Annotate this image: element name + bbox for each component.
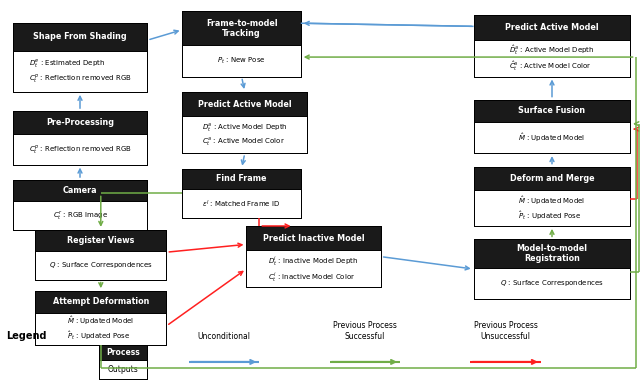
Text: $\epsilon^l$ : Matched Frame ID: $\epsilon^l$ : Matched Frame ID <box>202 198 281 210</box>
Text: Legend: Legend <box>6 331 47 341</box>
FancyBboxPatch shape <box>182 92 307 116</box>
Text: Surface Fusion: Surface Fusion <box>518 106 586 115</box>
FancyBboxPatch shape <box>99 345 147 360</box>
Text: $D_t^e$ : Estimated Depth
$C_t^p$ : Reflection removed RGB: $D_t^e$ : Estimated Depth $C_t^p$ : Refl… <box>29 57 131 85</box>
Text: Process: Process <box>106 348 140 357</box>
Text: Previous Process
Successful: Previous Process Successful <box>333 321 397 341</box>
FancyBboxPatch shape <box>474 100 630 122</box>
Text: $D_t^i$ : Inactive Model Depth
$C_t^i$ : Inactive Model Color: $D_t^i$ : Inactive Model Depth $C_t^i$ :… <box>268 254 359 284</box>
FancyBboxPatch shape <box>474 239 630 268</box>
Text: Camera: Camera <box>63 186 97 195</box>
Text: Unconditional: Unconditional <box>198 332 250 341</box>
Text: Find Frame: Find Frame <box>216 175 267 183</box>
FancyBboxPatch shape <box>35 291 166 313</box>
FancyBboxPatch shape <box>35 230 166 251</box>
FancyBboxPatch shape <box>182 190 301 218</box>
Text: $\hat{D}_t^a$ : Active Model Depth
$\hat{C}_t^a$ : Active Model Color: $\hat{D}_t^a$ : Active Model Depth $\hat… <box>509 43 595 73</box>
FancyBboxPatch shape <box>13 180 147 201</box>
Text: $Q$ : Surface Correspondences: $Q$ : Surface Correspondences <box>49 260 153 270</box>
Text: Predict Active Model: Predict Active Model <box>505 23 599 32</box>
FancyBboxPatch shape <box>246 250 381 287</box>
FancyBboxPatch shape <box>474 190 630 226</box>
FancyBboxPatch shape <box>474 268 630 299</box>
FancyBboxPatch shape <box>13 111 147 134</box>
Text: $\hat{M}$ : Updated Model
$\hat{P}_t$ : Updated Pose: $\hat{M}$ : Updated Model $\hat{P}_t$ : … <box>67 315 134 342</box>
Text: $D_t^a$ : Active Model Depth
$C_t^a$ : Active Model Color: $D_t^a$ : Active Model Depth $C_t^a$ : A… <box>202 121 288 148</box>
Text: $\hat{M}$ : Updated Model: $\hat{M}$ : Updated Model <box>518 131 586 144</box>
FancyBboxPatch shape <box>182 169 301 190</box>
Text: Pre-Processing: Pre-Processing <box>46 118 114 127</box>
FancyBboxPatch shape <box>474 40 630 77</box>
Text: Attempt Deformation: Attempt Deformation <box>52 297 149 306</box>
FancyBboxPatch shape <box>474 167 630 190</box>
FancyBboxPatch shape <box>474 15 630 40</box>
Text: Register Views: Register Views <box>67 236 134 245</box>
Text: Frame-to-model
Tracking: Frame-to-model Tracking <box>206 19 277 38</box>
FancyBboxPatch shape <box>182 45 301 77</box>
FancyBboxPatch shape <box>99 360 147 379</box>
FancyBboxPatch shape <box>13 134 147 165</box>
Text: Outputs: Outputs <box>108 365 139 374</box>
Text: Predict Active Model: Predict Active Model <box>198 100 292 109</box>
Text: $C_t^p$ : Reflection removed RGB: $C_t^p$ : Reflection removed RGB <box>29 142 131 155</box>
Text: Predict Inactive Model: Predict Inactive Model <box>263 234 364 243</box>
Text: Shape From Shading: Shape From Shading <box>33 32 127 41</box>
FancyBboxPatch shape <box>35 251 166 280</box>
Text: $\hat{M}$ : Updated Model
$\hat{P}_t$ : Updated Pose: $\hat{M}$ : Updated Model $\hat{P}_t$ : … <box>518 194 586 222</box>
Text: $Q$ : Surface Correspondences: $Q$ : Surface Correspondences <box>500 278 604 288</box>
FancyBboxPatch shape <box>474 122 630 153</box>
FancyBboxPatch shape <box>13 201 147 230</box>
Text: Model-to-model
Registration: Model-to-model Registration <box>516 244 588 264</box>
Text: $P_t$ : New Pose: $P_t$ : New Pose <box>217 56 266 66</box>
FancyBboxPatch shape <box>182 11 301 45</box>
FancyBboxPatch shape <box>13 51 147 92</box>
Text: Previous Process
Unsuccessful: Previous Process Unsuccessful <box>474 321 538 341</box>
FancyBboxPatch shape <box>35 313 166 345</box>
Text: $C_t^r$ : RGB Image: $C_t^r$ : RGB Image <box>52 209 108 222</box>
FancyBboxPatch shape <box>182 116 307 153</box>
FancyBboxPatch shape <box>13 23 147 51</box>
FancyBboxPatch shape <box>246 226 381 250</box>
Text: Deform and Merge: Deform and Merge <box>509 174 595 183</box>
